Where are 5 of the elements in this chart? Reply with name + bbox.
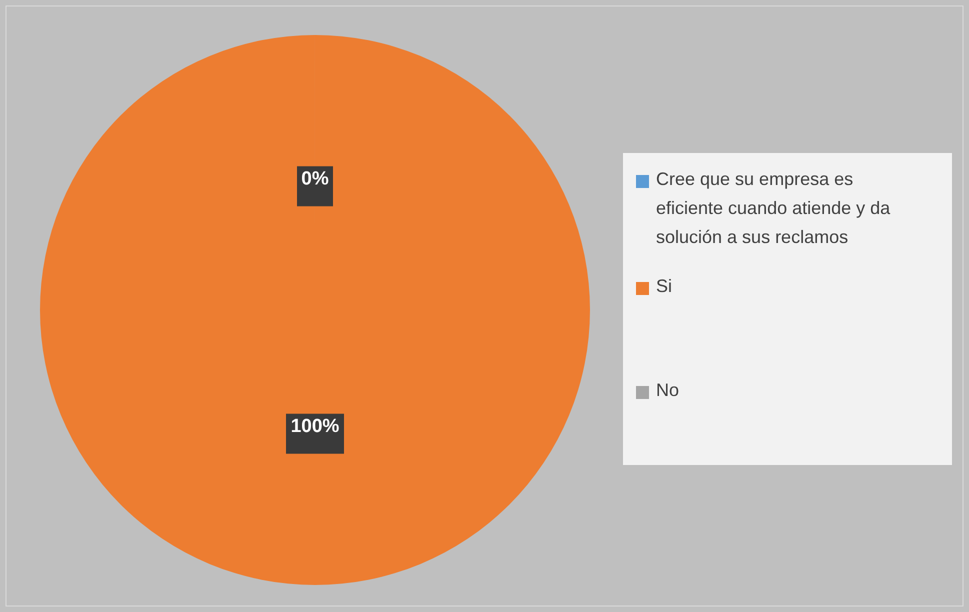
legend-label: Cree que su empresa es eficiente cuando atiende y da solución a sus reclamos [656,169,892,247]
legend-label: Si [656,276,672,296]
text: 0% [301,168,329,190]
legend-label: No [656,380,680,400]
data-label: 100% [290,416,340,437]
